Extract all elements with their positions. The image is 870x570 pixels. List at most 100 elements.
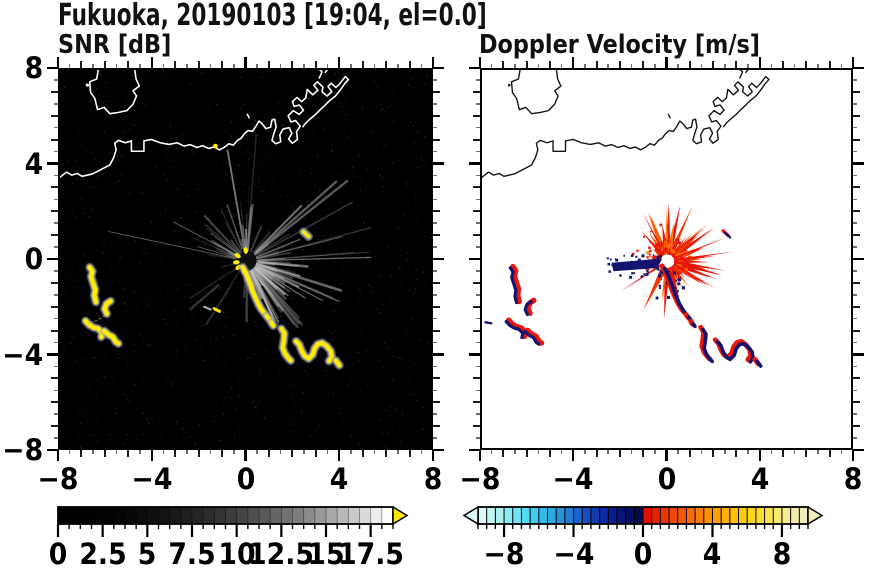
axis-tick — [805, 61, 808, 68]
axis-tick — [433, 66, 444, 70]
axis-tick — [537, 64, 540, 68]
axis-tick — [433, 437, 437, 439]
axis-tick — [630, 64, 633, 68]
axis-tick — [476, 294, 480, 296]
axis-tick — [433, 79, 437, 81]
axis-tick — [433, 234, 440, 237]
axis-tick — [51, 114, 58, 117]
axis-tick — [853, 448, 864, 452]
axis-tick — [103, 61, 106, 68]
axis-tick — [197, 450, 200, 457]
axis-tick — [221, 450, 224, 457]
snr-panel-title: SNR [dB] — [58, 30, 172, 60]
axis-tick — [139, 450, 141, 454]
axis-tick — [420, 450, 423, 454]
axis-tick — [770, 450, 773, 454]
axis-tick — [51, 281, 58, 284]
snr-colorbar — [56, 506, 409, 537]
axis-tick — [724, 64, 726, 68]
axis-tick — [473, 210, 480, 213]
axis-tick — [642, 450, 645, 457]
axis-tick — [433, 198, 437, 201]
snr-plot-canvas — [60, 70, 431, 448]
axis-tick — [51, 186, 58, 189]
axis-tick — [433, 257, 444, 261]
axis-tick — [473, 186, 480, 189]
axis-tick — [279, 64, 282, 68]
colorbar-tick-label: 0 — [48, 537, 68, 570]
axis-tick — [537, 450, 540, 454]
axis-tick — [385, 450, 388, 457]
axis-tick — [47, 66, 58, 70]
colorbar-labels-row: 0 2.5 5 7.5 10 12.5 15 17.5 −8 −4 0 4 8 — [0, 537, 870, 570]
axis-tick — [572, 57, 575, 68]
axis-tick — [572, 450, 575, 461]
axis-tick — [853, 270, 857, 272]
axis-tick — [51, 90, 58, 93]
axis-tick — [473, 329, 480, 332]
axis-tick — [476, 198, 480, 201]
axis-tick — [433, 448, 444, 452]
axis-tick — [433, 246, 437, 248]
axis-tick — [174, 61, 177, 68]
axis-tick — [853, 198, 857, 201]
axis-tick — [478, 450, 482, 461]
axis-tick — [853, 186, 860, 189]
axis-tick — [361, 450, 364, 457]
velocity-colorbar — [462, 506, 824, 537]
axis-tick — [233, 64, 235, 68]
axis-tick — [433, 305, 440, 308]
axis-tick — [584, 64, 586, 68]
axis-tick — [54, 270, 58, 272]
axis-tick — [782, 450, 785, 457]
y-axis-tick-label: 4 — [24, 146, 44, 181]
axis-tick — [54, 413, 58, 415]
colorbar-tick-label: 17.5 — [337, 537, 404, 570]
axis-tick — [853, 138, 860, 141]
axis-tick — [473, 90, 480, 93]
axis-tick — [408, 61, 411, 68]
axis-tick — [476, 365, 480, 368]
axis-tick — [47, 162, 58, 165]
velocity-panel-title: Doppler Velocity [m/s] — [479, 30, 761, 60]
axis-tick — [433, 90, 440, 93]
axis-tick — [817, 64, 819, 68]
axis-tick — [139, 64, 141, 68]
axis-tick — [433, 389, 437, 392]
axis-tick — [805, 450, 808, 457]
axis-tick — [433, 186, 440, 189]
axis-tick — [433, 162, 444, 165]
x-axis-tick-label: −8 — [37, 462, 79, 496]
axis-tick — [51, 234, 58, 237]
axis-tick — [853, 234, 860, 237]
colorbar-tick-label: −8 — [483, 537, 525, 570]
axis-tick — [186, 450, 188, 454]
axis-tick — [51, 329, 58, 332]
axis-tick — [712, 61, 715, 68]
axis-tick — [54, 437, 58, 439]
x-axis-tick-label: −4 — [552, 462, 594, 496]
axis-tick — [256, 64, 258, 68]
axis-tick — [853, 389, 857, 392]
axis-tick — [103, 450, 106, 457]
axis-tick — [361, 61, 364, 68]
figure-title: Fukuoka, 20190103 [19:04, el=0.0] — [58, 0, 487, 33]
axis-tick — [584, 450, 586, 454]
colorbar-tick-label: −4 — [553, 537, 594, 570]
axis-tick — [735, 61, 738, 68]
axis-tick — [350, 64, 352, 68]
axis-tick — [115, 64, 118, 68]
axis-tick — [476, 103, 480, 105]
axis-tick — [828, 450, 831, 457]
axis-tick — [853, 401, 860, 404]
axis-tick — [115, 450, 118, 454]
axis-tick — [595, 450, 598, 457]
axis-tick — [433, 281, 440, 284]
axis-tick — [735, 450, 738, 457]
axis-tick — [473, 138, 480, 141]
axis-tick — [326, 64, 329, 68]
axis-tick — [851, 450, 855, 461]
axis-tick — [92, 450, 94, 454]
axis-tick — [209, 450, 212, 454]
axis-tick — [677, 450, 679, 454]
